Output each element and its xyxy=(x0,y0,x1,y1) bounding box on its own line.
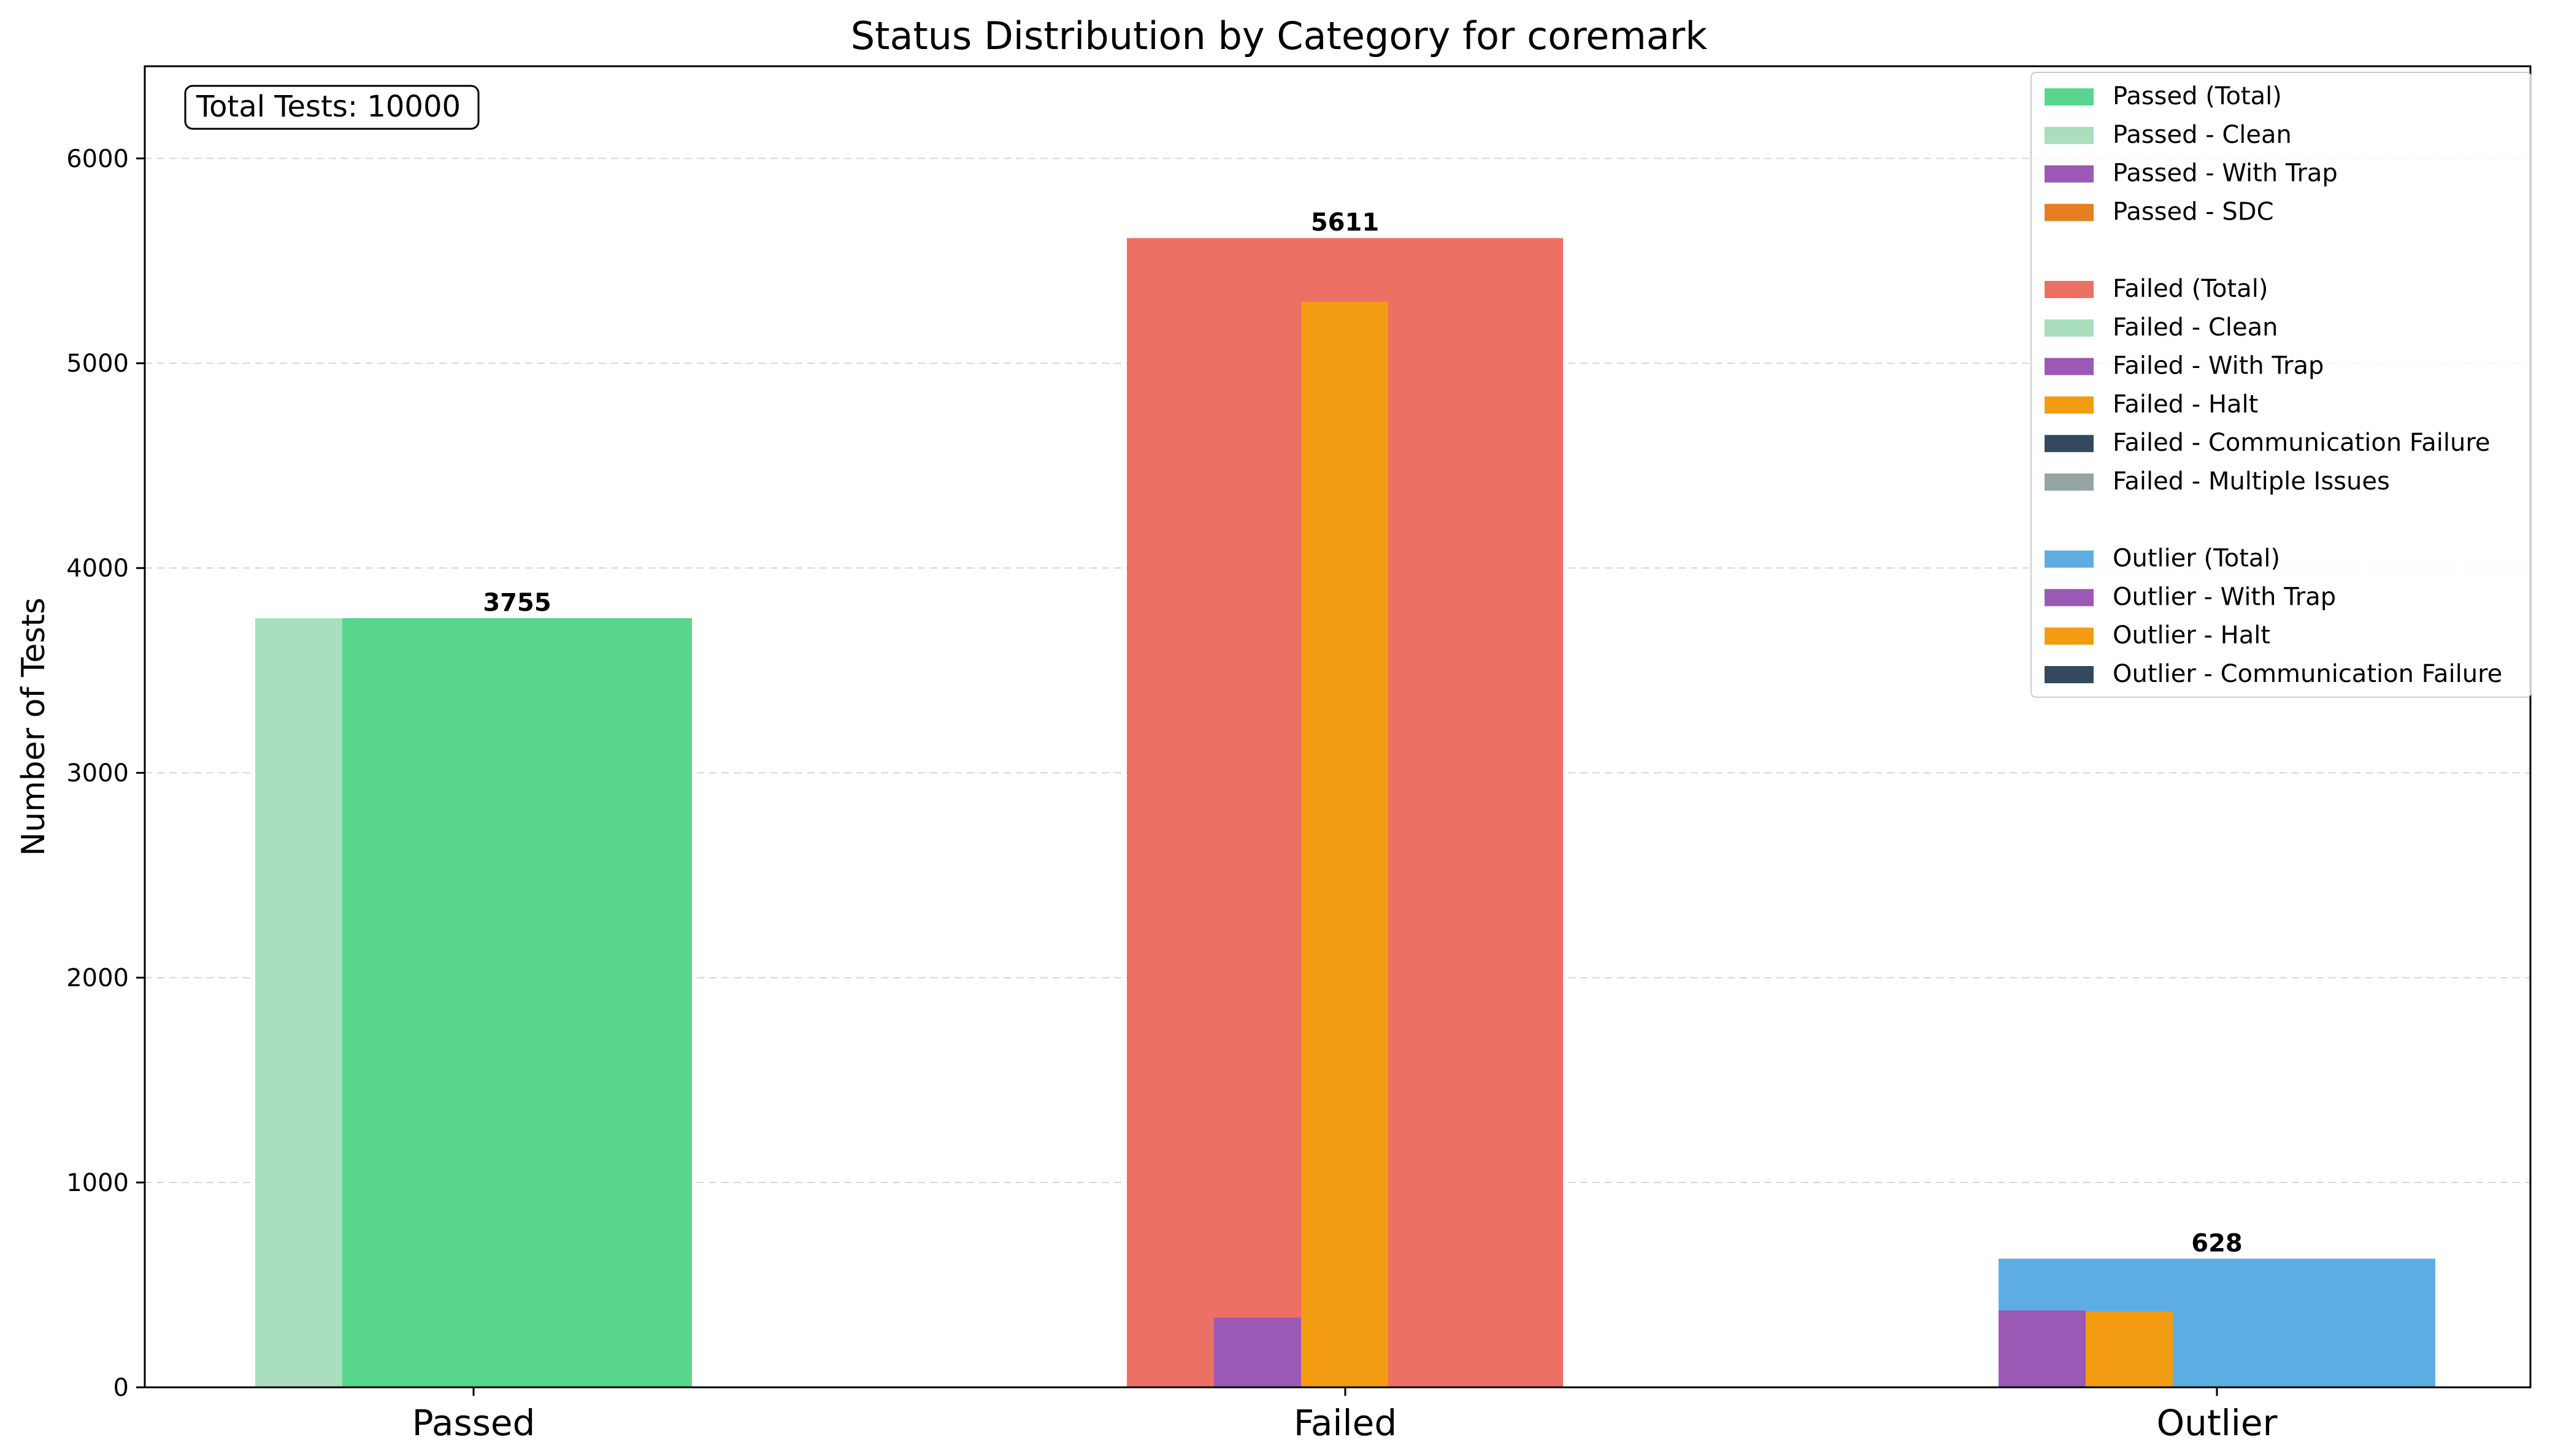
legend-label: Failed - Clean xyxy=(2113,313,2278,342)
total-tests-annotation: Total Tests: 10000 xyxy=(184,85,480,130)
legend-label: Outlier - With Trap xyxy=(2113,583,2336,611)
legend-label: Failed - With Trap xyxy=(2113,352,2324,380)
legend-label: Outlier - Halt xyxy=(2113,621,2270,649)
legend-swatch xyxy=(2045,666,2094,683)
value-label: 3755 xyxy=(483,589,551,617)
legend-swatch xyxy=(2045,589,2094,607)
bar-total-passed xyxy=(342,618,692,1387)
bar-failed-halt xyxy=(1301,302,1388,1387)
legend-swatch xyxy=(2045,435,2094,453)
legend-swatch xyxy=(2045,88,2094,105)
plot-frame xyxy=(144,65,2532,1389)
legend-label: Failed - Communication Failure xyxy=(2113,429,2491,457)
legend: Passed (Total) Passed - Clean Passed - Wit… xyxy=(2030,72,2532,698)
legend-label: Failed - Multiple Issues xyxy=(2113,467,2390,496)
legend-swatch xyxy=(2045,126,2094,144)
y-tick-label: 0 xyxy=(113,1374,129,1402)
value-label: 628 xyxy=(2191,1229,2243,1257)
legend-label: Outlier (Total) xyxy=(2113,545,2280,573)
x-axis-ticks: Passed Failed Outlier xyxy=(412,1387,2278,1444)
x-tick-label: Passed xyxy=(412,1402,536,1444)
legend-label: Passed - SDC xyxy=(2113,197,2274,226)
bar-failed-with-trap xyxy=(1214,1317,1301,1387)
legend-swatch xyxy=(2045,281,2094,298)
y-tick-label: 1000 xyxy=(66,1169,129,1197)
y-tick-label: 6000 xyxy=(66,145,129,173)
legend-label: Failed (Total) xyxy=(2113,275,2268,303)
legend-swatch xyxy=(2045,204,2094,221)
x-tick-label: Outlier xyxy=(2157,1402,2278,1444)
annotation-box xyxy=(184,85,480,130)
legend-swatch xyxy=(2045,396,2094,414)
legend-label: Passed - With Trap xyxy=(2113,159,2338,188)
legend-swatch xyxy=(2045,319,2094,337)
legend-label: Outlier - Communication Failure xyxy=(2113,660,2502,688)
annotation-text: Total Tests: 10000 xyxy=(196,90,461,124)
legend-swatch xyxy=(2045,627,2094,645)
y-tick-label: 5000 xyxy=(66,350,129,378)
y-tick-label: 2000 xyxy=(66,964,129,992)
bar-passed-clean xyxy=(255,618,342,1387)
value-label: 5611 xyxy=(1311,209,1379,237)
legend-frame xyxy=(2030,72,2532,698)
legend-label: Failed - Halt xyxy=(2113,390,2258,418)
legend-swatch xyxy=(2045,358,2094,375)
y-tick-label: 4000 xyxy=(66,554,129,583)
value-labels: 3755 5611 628 xyxy=(483,209,2242,1257)
y-axis-label: Number of Tests xyxy=(15,597,52,856)
legend-swatch xyxy=(2045,165,2094,183)
legend-swatch xyxy=(2045,473,2094,491)
legend-label: Passed - Clean xyxy=(2113,121,2292,149)
bar-outlier-with-trap xyxy=(1999,1310,2086,1387)
bars xyxy=(255,238,2435,1387)
bar-outlier-halt xyxy=(2086,1311,2173,1387)
x-tick-label: Failed xyxy=(1294,1402,1397,1444)
y-axis-ticks: 0 1000 2000 3000 4000 5000 6000 xyxy=(66,145,145,1402)
y-tick-label: 3000 xyxy=(66,759,129,787)
legend-label: Passed (Total) xyxy=(2113,82,2282,110)
chart-title: Status Distribution by Category for core… xyxy=(851,13,1707,58)
legend-swatch xyxy=(2045,550,2094,568)
